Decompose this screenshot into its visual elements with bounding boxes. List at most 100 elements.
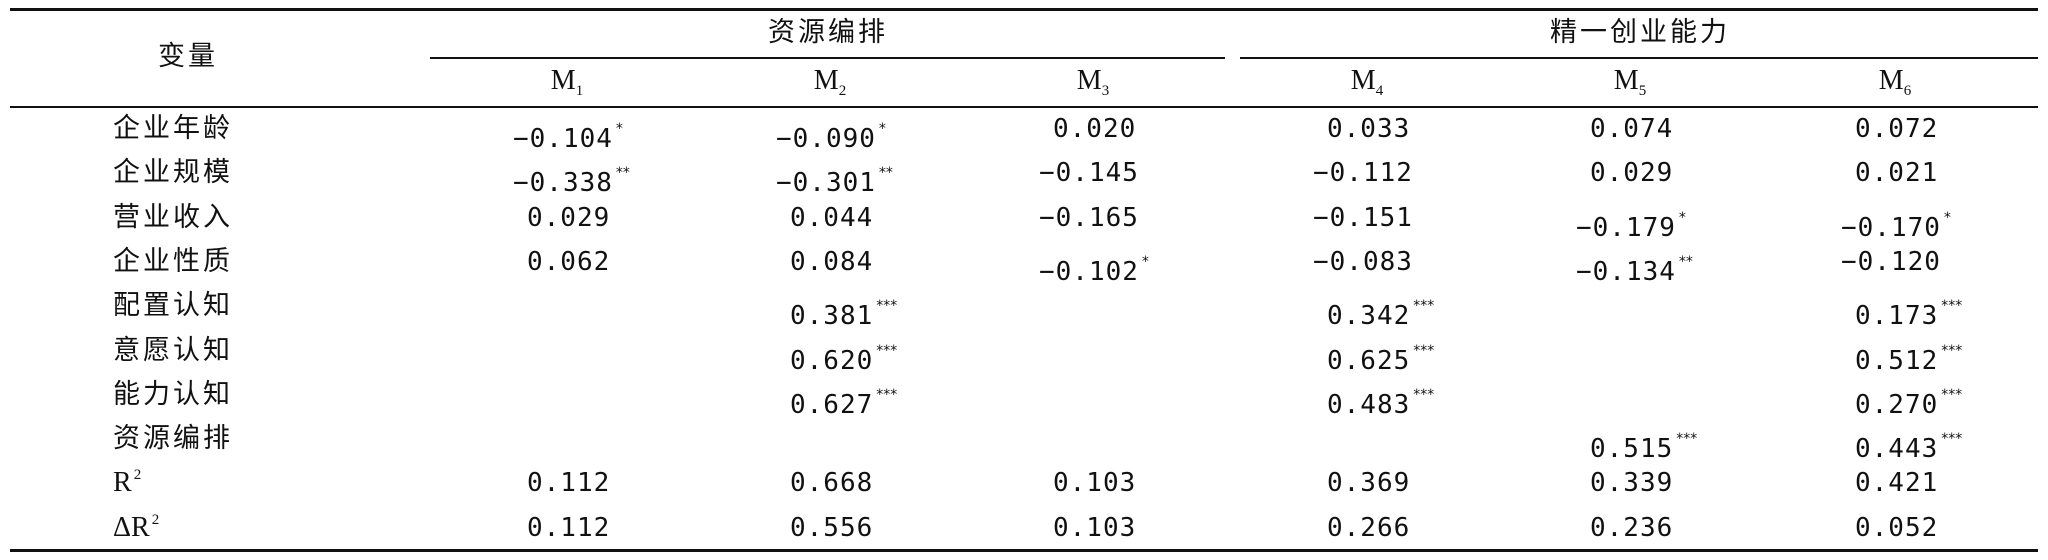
row-label: 配置认知 bbox=[113, 289, 233, 323]
cell-value: 0.052 bbox=[1855, 512, 1939, 543]
table-cell: 0.369 bbox=[1327, 466, 1410, 500]
cell-value: 0.627 bbox=[790, 389, 874, 420]
cell-value: 0.062 bbox=[527, 246, 611, 277]
cell-value: 0.342 bbox=[1327, 301, 1411, 332]
model-header-subscript: 2 bbox=[838, 83, 847, 99]
table-cell: 0.103 bbox=[1053, 466, 1136, 500]
significance-stars: * bbox=[878, 121, 886, 137]
cell-value: −0.083 bbox=[1313, 246, 1413, 277]
significance-stars: ** bbox=[878, 165, 893, 182]
table-cell: 0.381 *** bbox=[790, 289, 897, 333]
significance-stars: * bbox=[1943, 209, 1951, 226]
cell-value: 0.112 bbox=[527, 512, 611, 543]
cell-value: 0.173 bbox=[1855, 301, 1939, 332]
cell-value: −0.165 bbox=[1039, 202, 1139, 233]
significance-stars: ** bbox=[1678, 253, 1693, 270]
cell-value: 0.072 bbox=[1855, 114, 1939, 144]
model-header-base: M bbox=[1878, 65, 1904, 96]
row-label-text: 能力认知 bbox=[113, 378, 233, 410]
table-cell: −0.102 * bbox=[1039, 245, 1149, 289]
significance-stars: *** bbox=[1413, 342, 1435, 359]
cell-value: 0.033 bbox=[1327, 114, 1411, 144]
significance-stars: *** bbox=[1941, 431, 1963, 448]
cell-value: 0.381 bbox=[790, 301, 874, 332]
table-cell: 0.266 bbox=[1327, 511, 1410, 545]
model-header-subscript: 1 bbox=[575, 83, 584, 99]
table-cell: 0.173 *** bbox=[1855, 289, 1962, 333]
significance-stars: *** bbox=[876, 386, 898, 403]
cell-value: 0.103 bbox=[1053, 468, 1137, 499]
cell-value: −0.145 bbox=[1039, 158, 1139, 189]
model-header-base: M bbox=[1613, 65, 1639, 96]
table-cell: 0.062 bbox=[527, 245, 610, 279]
row-label-text: 营业收入 bbox=[113, 201, 233, 233]
cell-value: −0.120 bbox=[1841, 246, 1941, 277]
table-cell: 0.074 bbox=[1590, 112, 1673, 146]
table-cell: 0.443 *** bbox=[1855, 422, 1962, 466]
row-label-superscript: 2 bbox=[133, 467, 142, 484]
group-header-lean-entrepreneurial-capability: 精一创业能力 bbox=[1550, 17, 1730, 48]
cell-value: 0.421 bbox=[1855, 468, 1939, 499]
table-bottom-rule bbox=[10, 549, 2038, 552]
table-cell: 0.020 bbox=[1053, 112, 1136, 146]
cell-value: 0.236 bbox=[1590, 512, 1674, 543]
table-cell: 0.103 bbox=[1053, 511, 1136, 545]
corner-header-variable: 变量 bbox=[158, 41, 218, 72]
model-header-m4: M4 bbox=[1351, 64, 1384, 99]
table-cell: 0.625 *** bbox=[1327, 334, 1434, 378]
model-header-subscript: 3 bbox=[1101, 83, 1110, 99]
cell-value: −0.338 bbox=[513, 168, 613, 199]
model-header-m3: M3 bbox=[1077, 64, 1110, 99]
table-cell: −0.104 * bbox=[513, 112, 623, 156]
cell-value: −0.104 bbox=[513, 124, 613, 154]
significance-stars: * bbox=[1141, 253, 1149, 270]
model-header-m5: M5 bbox=[1613, 64, 1646, 99]
row-label-text: 企业年龄 bbox=[113, 113, 233, 144]
table-cell: 0.512 *** bbox=[1855, 334, 1962, 378]
table-cell: −0.301 ** bbox=[776, 156, 893, 200]
cell-value: 0.021 bbox=[1855, 158, 1939, 189]
row-label-text: R bbox=[113, 467, 132, 499]
table-cell: −0.134 ** bbox=[1576, 245, 1693, 289]
cell-value: 0.339 bbox=[1590, 468, 1674, 499]
cell-value: 0.112 bbox=[527, 468, 611, 499]
significance-stars: *** bbox=[876, 298, 898, 315]
cell-value: 0.103 bbox=[1053, 512, 1137, 543]
table-cell: 0.029 bbox=[1590, 156, 1673, 190]
cell-value: −0.170 bbox=[1841, 212, 1941, 243]
cell-value: 0.483 bbox=[1327, 389, 1411, 420]
table-cell: −0.338 ** bbox=[513, 156, 630, 200]
table-cell: 0.052 bbox=[1855, 511, 1938, 545]
cell-value: 0.084 bbox=[790, 246, 874, 277]
row-label: 意愿认知 bbox=[113, 334, 233, 368]
model-header-base: M bbox=[813, 65, 839, 96]
significance-stars: *** bbox=[876, 342, 898, 359]
cell-value: 0.044 bbox=[790, 202, 874, 233]
table-cell: −0.151 bbox=[1313, 201, 1413, 235]
cell-value: −0.134 bbox=[1576, 256, 1676, 287]
significance-stars: *** bbox=[1413, 386, 1435, 403]
significance-stars: *** bbox=[1941, 386, 1963, 403]
cell-value: 0.512 bbox=[1855, 345, 1939, 376]
cell-value: −0.102 bbox=[1039, 256, 1139, 287]
row-label-text: 资源编排 bbox=[113, 423, 233, 455]
table-cell: −0.090 * bbox=[776, 112, 886, 156]
cell-value: 0.625 bbox=[1327, 345, 1411, 376]
row-label: 能力认知 bbox=[113, 378, 233, 412]
row-label: 企业规模 bbox=[113, 156, 233, 190]
significance-stars: *** bbox=[1941, 298, 1963, 315]
table-cell: −0.165 bbox=[1039, 201, 1139, 235]
table-cell: 0.112 bbox=[527, 511, 610, 545]
cell-value: −0.151 bbox=[1313, 202, 1413, 233]
table-cell: −0.145 bbox=[1039, 156, 1139, 190]
cell-value: 0.266 bbox=[1327, 512, 1411, 543]
table-cell: −0.112 bbox=[1313, 156, 1413, 190]
table-cell: 0.515 *** bbox=[1590, 422, 1697, 466]
row-label: 资源编排 bbox=[113, 422, 233, 456]
row-label-text: 企业规模 bbox=[113, 157, 233, 189]
cell-value: 0.556 bbox=[790, 512, 874, 543]
model-header-subscript: 4 bbox=[1375, 83, 1384, 99]
table-cell: 0.339 bbox=[1590, 466, 1673, 500]
cell-value: 0.369 bbox=[1327, 468, 1411, 499]
cell-value: 0.270 bbox=[1855, 389, 1939, 420]
